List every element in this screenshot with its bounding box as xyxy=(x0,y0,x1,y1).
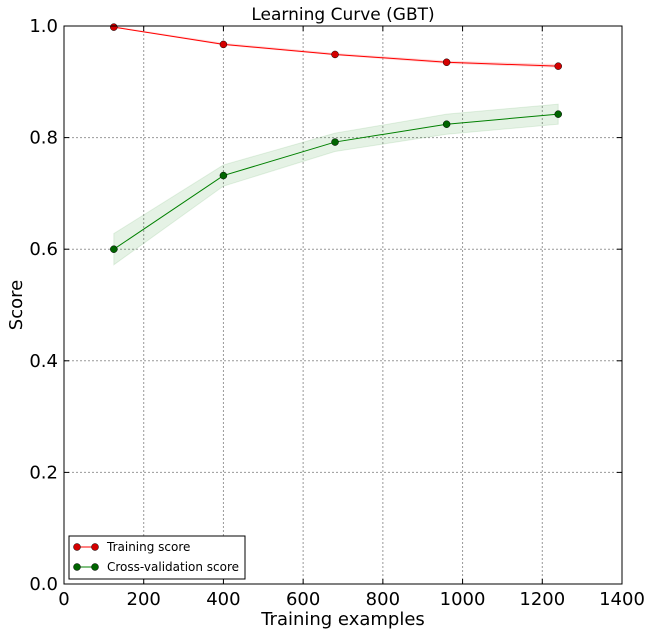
grid-lines xyxy=(64,26,622,584)
legend-label: Cross-validation score xyxy=(107,560,239,574)
data-point xyxy=(219,171,228,180)
data-point xyxy=(110,245,118,253)
x-tick-label: 1200 xyxy=(519,589,565,610)
legend-marker xyxy=(91,563,99,571)
y-axis-label: Score xyxy=(6,280,27,330)
data-point xyxy=(331,50,339,59)
confidence-band xyxy=(113,25,559,68)
y-tick-label: 0.2 xyxy=(29,462,58,483)
axis-ticks: 0 200 400 600 800 1000 1200 1400 0.0 0.2 0.4 0.6 0.8… xyxy=(29,16,645,610)
y-tick-label: 0.0 xyxy=(29,574,58,595)
y-tick-label: 0.6 xyxy=(29,239,58,260)
series-line xyxy=(113,26,559,67)
data-point xyxy=(442,120,451,128)
confidence-bands xyxy=(113,25,559,266)
chart-title: Learning Curve (GBT) xyxy=(251,5,434,25)
confidence-band xyxy=(113,103,559,266)
series-lines xyxy=(110,23,562,253)
legend: Training score Cross-validation score xyxy=(68,535,246,580)
x-tick-label: 600 xyxy=(286,589,320,610)
legend-marker xyxy=(91,543,99,551)
x-tick-label: 0 xyxy=(58,589,69,610)
y-tick-label: 0.4 xyxy=(29,351,58,372)
data-point xyxy=(331,138,339,146)
x-tick-label: 800 xyxy=(366,589,400,610)
data-point xyxy=(219,40,228,49)
plot-area-frame xyxy=(63,25,623,585)
data-point xyxy=(554,110,562,118)
x-tick-label: 1000 xyxy=(440,589,486,610)
data-point xyxy=(554,62,562,70)
data-point xyxy=(442,58,451,67)
data-point xyxy=(110,23,118,31)
y-tick-label: 0.8 xyxy=(29,128,58,149)
legend-marker xyxy=(73,563,81,571)
x-axis-label: Training examples xyxy=(260,609,425,630)
legend-box xyxy=(68,535,246,580)
legend-label: Training score xyxy=(106,540,190,554)
x-tick-label: 400 xyxy=(206,589,240,610)
x-tick-label: 1400 xyxy=(599,589,645,610)
x-tick-label: 200 xyxy=(127,589,161,610)
legend-marker xyxy=(73,543,81,551)
y-tick-label: 1.0 xyxy=(29,16,58,37)
